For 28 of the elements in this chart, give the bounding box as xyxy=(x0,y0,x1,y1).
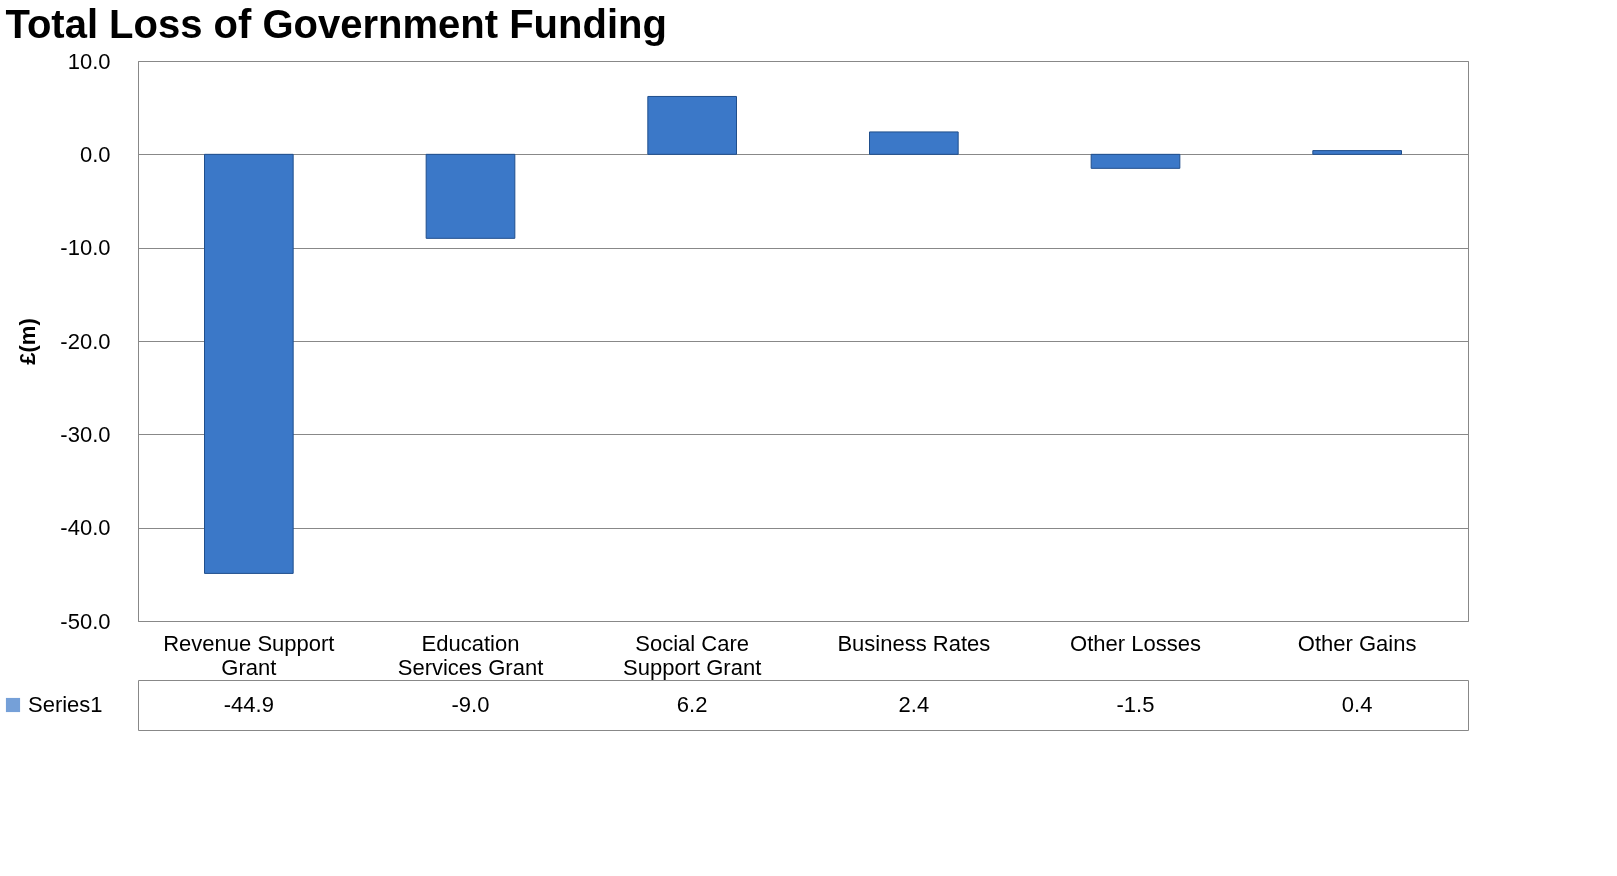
data-label: 6.2 xyxy=(676,692,708,717)
x-tick-label: Education Services Grant xyxy=(397,630,544,680)
y-tick-label: 0.0 xyxy=(79,141,111,167)
bar xyxy=(1090,153,1181,169)
bar xyxy=(425,153,516,239)
data-label: -44.9 xyxy=(223,692,274,717)
legend-label: Series1 xyxy=(28,692,103,717)
y-tick-label: -20.0 xyxy=(60,328,111,354)
x-tick-label: Other Gains xyxy=(1297,630,1417,656)
y-tick-label: -30.0 xyxy=(60,421,111,447)
y-tick-label: -40.0 xyxy=(60,515,111,541)
x-tick-label: Revenue Support Grant xyxy=(163,630,335,680)
y-tick-label: -50.0 xyxy=(60,608,111,634)
data-label: 2.4 xyxy=(898,692,930,717)
bar xyxy=(1312,150,1402,155)
y-tick-label: -10.0 xyxy=(60,235,111,261)
y-axis-title: £(m) xyxy=(15,318,41,365)
x-tick-label: Social Care Support Grant xyxy=(623,630,762,680)
y-tick-label: 10.0 xyxy=(67,48,111,74)
x-tick-label: Business Rates xyxy=(837,630,991,656)
data-label: -9.0 xyxy=(451,692,490,717)
x-tick-label: Other Losses xyxy=(1070,630,1201,656)
data-label: 0.4 xyxy=(1341,692,1373,717)
bar xyxy=(204,153,294,574)
bar xyxy=(647,95,737,155)
chart-title: Total Loss of Government Funding xyxy=(5,1,667,46)
data-label: -1.5 xyxy=(1116,692,1155,717)
bar xyxy=(869,131,959,155)
